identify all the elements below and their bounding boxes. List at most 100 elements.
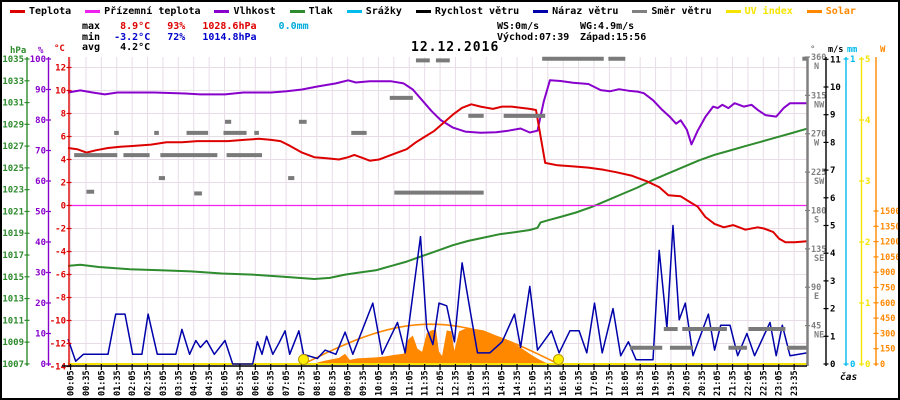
svg-text:07:05: 07:05 — [282, 370, 292, 396]
svg-text:12: 12 — [55, 64, 66, 74]
stats-max-rain: 0.0mm — [278, 21, 309, 32]
svg-text:1011: 1011 — [2, 316, 24, 326]
legend-item: Rychlost větru — [415, 6, 519, 17]
sun-markers — [298, 354, 564, 365]
legend-color-dash — [533, 10, 549, 13]
solar-max-curve — [303, 323, 559, 365]
legend-item: Přízemní teplota — [85, 6, 200, 17]
svg-text:20: 20 — [35, 299, 46, 309]
svg-text:10: 10 — [35, 330, 46, 340]
svg-text:135: 135 — [811, 245, 826, 255]
svg-text:11:35: 11:35 — [421, 370, 431, 396]
legend-item: Teplota — [10, 6, 71, 17]
svg-text:hPa: hPa — [10, 46, 26, 56]
svg-text:1029: 1029 — [2, 120, 24, 130]
legend-color-dash — [725, 10, 741, 13]
svg-text:1200: 1200 — [880, 238, 898, 248]
svg-text:3: 3 — [865, 177, 870, 187]
svg-text:03:35: 03:35 — [174, 370, 184, 396]
legend-color-dash — [806, 10, 822, 13]
svg-text:SE: SE — [814, 254, 824, 264]
svg-text:01:05: 01:05 — [97, 370, 107, 396]
legend-item: Vlhkost — [214, 6, 276, 17]
stats-min-temp: -3.2°C — [114, 31, 151, 43]
svg-text:12:05: 12:05 — [436, 370, 446, 396]
svg-text:0: 0 — [850, 360, 855, 370]
svg-text:90: 90 — [35, 86, 46, 96]
stats-max-label: max — [82, 21, 101, 32]
svg-text:17:35: 17:35 — [605, 370, 615, 396]
stats-avg-row: avg 4.2°C — [82, 42, 150, 53]
svg-text:00:35: 00:35 — [82, 370, 92, 396]
svg-text:1: 1 — [850, 55, 855, 65]
svg-text:23:05: 23:05 — [775, 370, 785, 396]
svg-text:30: 30 — [35, 269, 46, 279]
series-vlhkost — [67, 79, 807, 146]
svg-text:04:05: 04:05 — [190, 370, 200, 396]
svg-text:23:35: 23:35 — [790, 370, 800, 396]
svg-text:W: W — [814, 139, 820, 149]
svg-text:900: 900 — [880, 268, 895, 278]
legend-item-label: Solar — [825, 6, 856, 17]
svg-text:11: 11 — [830, 55, 841, 65]
svg-text:1015: 1015 — [2, 273, 24, 283]
svg-text:18:05: 18:05 — [621, 370, 631, 396]
svg-text:45: 45 — [811, 322, 821, 332]
svg-text:12:35: 12:35 — [451, 370, 461, 396]
legend-color-dash — [289, 10, 305, 13]
svg-text:1027: 1027 — [2, 142, 24, 152]
svg-text:-4: -4 — [55, 248, 66, 258]
svg-text:E: E — [814, 292, 819, 302]
svg-text:-6: -6 — [55, 271, 66, 281]
svg-text:315: 315 — [811, 91, 826, 101]
svg-text:5: 5 — [830, 222, 835, 232]
axes: 1035103310311029102710251023102110191017… — [2, 44, 898, 373]
series-tlak — [67, 127, 808, 280]
svg-text:13:35: 13:35 — [482, 370, 492, 396]
svg-text:0: 0 — [830, 360, 835, 370]
svg-text:11:05: 11:05 — [405, 370, 415, 396]
series-smer-vetru — [74, 56, 807, 350]
svg-text:2: 2 — [830, 305, 835, 315]
svg-text:NE: NE — [814, 331, 824, 341]
stats-avg-temp: 4.2°C — [120, 42, 151, 53]
svg-text:270: 270 — [811, 130, 826, 140]
chart-legend: Teplota Přízemní teplota Vlhkost Tlak Srážky… — [10, 6, 894, 17]
legend-color-dash — [346, 10, 362, 13]
legend-color-dash — [632, 10, 648, 13]
legend-item-label: UV index — [744, 6, 793, 17]
svg-text:100: 100 — [30, 55, 46, 65]
legend-item: Solar — [806, 6, 856, 17]
svg-text:16:35: 16:35 — [575, 370, 585, 396]
svg-text:1009: 1009 — [2, 338, 24, 348]
sun-icon — [552, 354, 564, 365]
svg-text:21:35: 21:35 — [729, 370, 739, 396]
svg-text:05:35: 05:35 — [236, 370, 246, 396]
legend-color-dash — [85, 10, 101, 13]
svg-text:06:05: 06:05 — [251, 370, 261, 396]
svg-text:19:05: 19:05 — [652, 370, 662, 396]
svg-text:1033: 1033 — [2, 77, 24, 87]
svg-text:4: 4 — [830, 249, 836, 259]
svg-text:1007: 1007 — [2, 360, 24, 370]
sun-icon — [298, 354, 310, 365]
svg-text:150: 150 — [880, 345, 895, 355]
legend-item: UV index — [725, 6, 793, 17]
svg-text:90: 90 — [811, 283, 821, 293]
svg-text:300: 300 — [880, 329, 895, 339]
chart-title-date: 12.12.2016 — [411, 40, 500, 55]
svg-text:-14: -14 — [50, 363, 67, 373]
svg-text:3: 3 — [830, 277, 835, 287]
sunrise-time: Východ:07:39 — [497, 31, 570, 43]
legend-item-label: Náraz větru — [552, 6, 619, 17]
svg-text:60: 60 — [35, 177, 46, 187]
svg-text:-12: -12 — [50, 340, 66, 350]
svg-text:225: 225 — [811, 168, 826, 178]
svg-text:03:05: 03:05 — [159, 370, 169, 396]
svg-text:10:05: 10:05 — [374, 370, 384, 396]
svg-text:-10: -10 — [50, 317, 66, 327]
stats-max-pressure: 1028.6hPa — [202, 21, 257, 32]
svg-text:7: 7 — [830, 166, 835, 176]
svg-text:1: 1 — [865, 299, 870, 309]
